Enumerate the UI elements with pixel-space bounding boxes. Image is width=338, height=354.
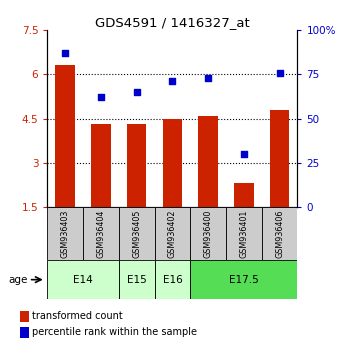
- Bar: [262, 207, 297, 260]
- Text: percentile rank within the sample: percentile rank within the sample: [32, 327, 197, 337]
- Text: transformed count: transformed count: [32, 312, 123, 321]
- Point: [63, 50, 68, 56]
- Text: E17.5: E17.5: [229, 275, 259, 285]
- Text: E15: E15: [127, 275, 147, 285]
- Bar: [119, 207, 154, 260]
- Point: [206, 75, 211, 81]
- Bar: [91, 125, 111, 251]
- Point: [241, 151, 246, 157]
- Bar: [127, 125, 146, 251]
- Point: [170, 79, 175, 84]
- Text: GSM936402: GSM936402: [168, 209, 177, 258]
- Bar: [198, 116, 218, 251]
- Bar: [119, 260, 154, 299]
- Bar: [163, 119, 182, 251]
- Bar: [154, 207, 190, 260]
- Text: GSM936406: GSM936406: [275, 210, 284, 258]
- Bar: [234, 183, 254, 251]
- Bar: [47, 207, 83, 260]
- Point: [134, 89, 139, 95]
- Bar: [154, 260, 190, 299]
- Bar: [83, 207, 119, 260]
- Bar: [55, 65, 75, 251]
- Point: [98, 95, 104, 100]
- Text: E16: E16: [163, 275, 182, 285]
- Point: [277, 70, 282, 75]
- Bar: [226, 207, 262, 260]
- Text: GSM936403: GSM936403: [61, 210, 70, 258]
- Text: GSM936401: GSM936401: [239, 210, 248, 258]
- Text: GSM936404: GSM936404: [96, 210, 105, 258]
- Title: GDS4591 / 1416327_at: GDS4591 / 1416327_at: [95, 16, 250, 29]
- Bar: [190, 207, 226, 260]
- Bar: [270, 110, 289, 251]
- Bar: [190, 260, 297, 299]
- Bar: [47, 260, 119, 299]
- Text: GSM936400: GSM936400: [203, 210, 213, 258]
- Text: age: age: [8, 275, 28, 285]
- Text: E14: E14: [73, 275, 93, 285]
- Text: GSM936405: GSM936405: [132, 209, 141, 258]
